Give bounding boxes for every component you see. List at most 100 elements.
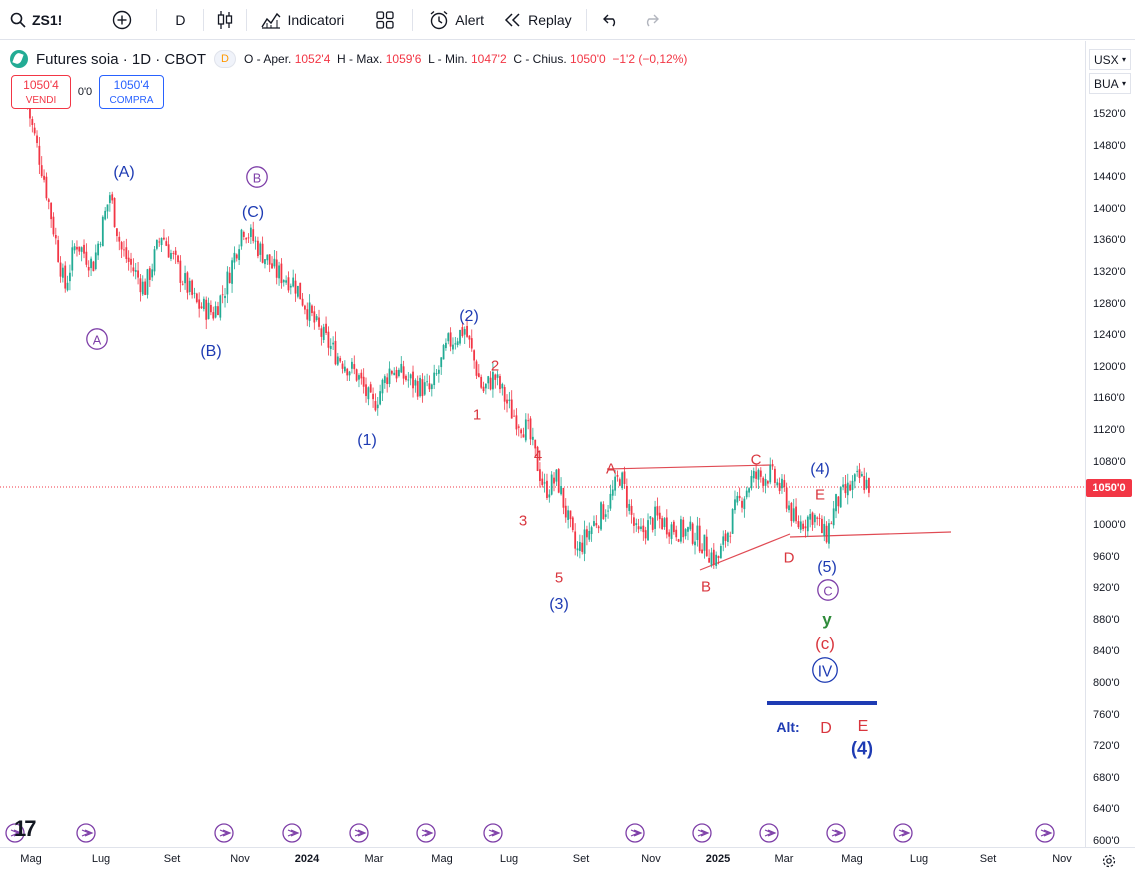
candle-body xyxy=(409,374,412,379)
candle-body xyxy=(769,464,772,483)
undo-button[interactable] xyxy=(587,0,631,40)
candle-body xyxy=(682,519,685,538)
event-marker-icon[interactable] xyxy=(214,823,234,843)
candle-body xyxy=(125,247,128,259)
event-marker-icon[interactable] xyxy=(5,823,25,843)
candle-body xyxy=(597,526,600,529)
wave-label-r4[interactable]: 4 xyxy=(534,447,542,464)
time-label: Nov xyxy=(1052,853,1072,865)
event-marker-icon[interactable] xyxy=(826,823,846,843)
event-marker-icon[interactable] xyxy=(416,823,436,843)
buy-button[interactable]: 1050'4 COMPRA xyxy=(99,75,164,109)
candle-body xyxy=(823,523,826,537)
replay-button[interactable]: Replay xyxy=(494,0,586,40)
event-marker-arrow xyxy=(1040,829,1053,837)
layouts-button[interactable] xyxy=(358,0,412,40)
wave-label-tE[interactable]: E xyxy=(815,486,825,503)
wave-label-alt_D[interactable]: D xyxy=(820,720,832,737)
wave-label-w5_paren[interactable]: (5) xyxy=(817,559,837,576)
price-axis[interactable] xyxy=(1085,41,1135,847)
candle-body xyxy=(94,252,97,270)
wave-circle-C_circ xyxy=(817,579,839,601)
candle-body xyxy=(637,526,640,530)
data-badge[interactable]: D xyxy=(214,50,236,68)
indicators-button[interactable]: Indicatori xyxy=(247,0,358,40)
wave-label-B_paren[interactable]: (B) xyxy=(200,343,221,360)
candle-body xyxy=(531,436,534,440)
event-marker-arrow xyxy=(421,829,434,837)
candle-body xyxy=(640,526,642,529)
wave-label-tB[interactable]: B xyxy=(701,578,711,595)
candle-body xyxy=(835,494,837,512)
wave-label-A_circ[interactable]: A xyxy=(93,332,102,347)
wave-label-tA[interactable]: A xyxy=(606,460,616,477)
candle-body xyxy=(116,228,118,237)
candle-body xyxy=(231,260,233,284)
sell-button[interactable]: 1050'4 VENDI xyxy=(11,75,71,109)
price-type-selector[interactable]: BUA ▾ xyxy=(1089,73,1131,94)
event-marker-icon[interactable] xyxy=(483,823,503,843)
currency-selector[interactable]: USX ▾ xyxy=(1089,49,1131,70)
event-marker-icon[interactable] xyxy=(692,823,712,843)
interval-button[interactable]: D xyxy=(157,0,203,40)
wave-label-C_circ[interactable]: C xyxy=(823,583,832,598)
wave-label-w4_paren[interactable]: (4) xyxy=(810,461,830,478)
symbol-search-button[interactable]: ZS1! xyxy=(0,0,72,40)
wave-label-r2[interactable]: 2 xyxy=(491,357,499,374)
tradingview-logo[interactable]: 17 xyxy=(14,816,37,841)
alert-button[interactable]: Alert xyxy=(413,0,494,40)
candle-body xyxy=(376,404,379,409)
event-marker-icon[interactable] xyxy=(1035,823,1055,843)
wave-label-IV_circ[interactable]: IV xyxy=(818,663,833,680)
candle-body xyxy=(261,243,264,263)
compare-symbol-button[interactable] xyxy=(72,0,156,40)
event-marker-icon[interactable] xyxy=(893,823,913,843)
wave-label-B_circ[interactable]: B xyxy=(253,170,262,185)
candle-body xyxy=(148,268,151,280)
wave-label-alt_E[interactable]: E xyxy=(858,718,869,735)
redo-button[interactable] xyxy=(631,0,671,40)
candle-body xyxy=(672,521,675,533)
event-marker-icon[interactable] xyxy=(349,823,369,843)
price-chart[interactable]: A (A) B (C) (B) (1) (2) 2 1 4 3 5 (3) A B C D E (4) (5) Cy (c… xyxy=(0,41,1085,847)
candle-body xyxy=(61,267,64,278)
time-label: Nov xyxy=(641,853,661,865)
candle-body xyxy=(252,229,255,242)
wave-label-tD[interactable]: D xyxy=(784,549,795,566)
candle-body xyxy=(675,529,678,538)
candle-body xyxy=(774,468,776,483)
event-marker-icon[interactable] xyxy=(76,823,96,843)
event-marker-icon[interactable] xyxy=(759,823,779,843)
wave-label-r5[interactable]: 5 xyxy=(555,569,563,586)
wave-label-tC[interactable]: C xyxy=(751,451,762,468)
wave-label-c_paren[interactable]: (c) xyxy=(815,634,835,653)
candle-body xyxy=(470,338,473,349)
time-axis[interactable] xyxy=(0,847,1135,873)
legend-title[interactable]: Futures soia · 1D · CBOT xyxy=(36,50,207,68)
wave-label-alt[interactable]: Alt: xyxy=(776,719,799,735)
wave-label-w1_paren[interactable]: (1) xyxy=(357,432,377,449)
wave-label-C_paren1[interactable]: (C) xyxy=(242,204,264,221)
wave-label-r3[interactable]: 3 xyxy=(519,512,527,529)
wave-label-A_paren[interactable]: (A) xyxy=(113,164,134,181)
candle-body xyxy=(407,379,410,381)
chart-type-button[interactable] xyxy=(204,0,246,40)
time-label: Mar xyxy=(364,853,384,865)
candle-body xyxy=(170,252,172,259)
candle-body xyxy=(202,298,205,310)
wave-label-r1[interactable]: 1 xyxy=(473,406,481,423)
candle-body xyxy=(745,490,748,498)
wave-label-w2_paren[interactable]: (2) xyxy=(459,308,479,325)
candle-body xyxy=(621,472,624,489)
wave-label-w3_paren[interactable]: (3) xyxy=(549,596,569,613)
candle-body xyxy=(212,312,215,319)
wave-label-y[interactable]: y xyxy=(822,610,832,629)
candle-body xyxy=(560,486,562,495)
event-marker-icon[interactable] xyxy=(282,823,302,843)
event-marker-icon[interactable] xyxy=(625,823,645,843)
price-tick: 760'0 xyxy=(1093,708,1120,721)
wave-label-alt_4[interactable]: (4) xyxy=(851,738,873,758)
candle-body xyxy=(52,216,55,235)
chart-settings-button[interactable] xyxy=(1098,851,1120,871)
